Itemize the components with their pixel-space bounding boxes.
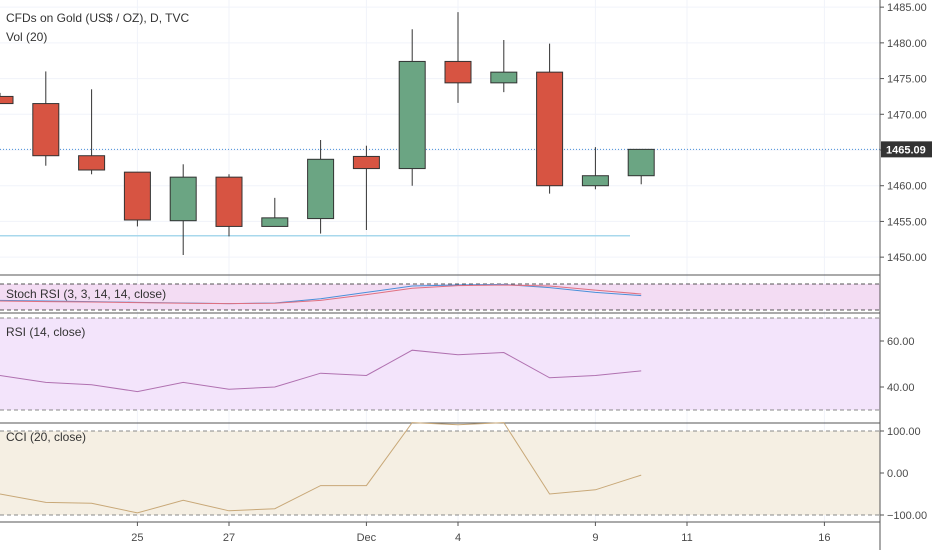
date-tick-label: 27 [223, 532, 235, 544]
candle-body[interactable] [0, 95, 14, 105]
last-price-badge [881, 141, 932, 158]
rsi-tick-label: 40.00 [887, 382, 915, 394]
date-tick-label: 25 [131, 532, 143, 544]
cci-scale[interactable]: 100.00 0.00 −100.00 [880, 426, 927, 522]
date-tick-label: 16 [818, 532, 830, 544]
cci-label: CCI (20, close) [6, 430, 86, 444]
last-price-label: 1465.09 [886, 144, 926, 156]
rsi-scale[interactable]: 60.00 40.00 [880, 336, 915, 394]
candle-body[interactable] [215, 176, 243, 227]
candle-body[interactable] [398, 60, 426, 170]
candle-body[interactable] [352, 155, 380, 170]
candle-body[interactable] [307, 158, 335, 220]
stoch-band [0, 284, 880, 310]
volume-label: Vol (20) [6, 30, 47, 44]
price-tick-label: 1460.00 [887, 181, 927, 193]
candle-body[interactable] [169, 176, 197, 222]
price-tick-label: 1450.00 [887, 252, 927, 264]
cci-line [0, 422, 642, 514]
candle-body[interactable] [78, 155, 106, 171]
date-tick-label: Dec [357, 532, 377, 544]
price-tick-label: 1485.00 [887, 2, 927, 14]
rsi-band [0, 318, 880, 410]
rsi-tick-label: 60.00 [887, 336, 915, 348]
stoch-d-line [0, 284, 642, 305]
cci-tick-label: 0.00 [887, 468, 908, 480]
cci-band [0, 431, 880, 515]
stoch-rsi-label: Stoch RSI (3, 3, 14, 14, close) [6, 287, 166, 301]
cci-tick-label: −100.00 [887, 510, 927, 522]
candle-body[interactable] [490, 71, 518, 84]
price-tick-label: 1480.00 [887, 38, 927, 50]
rsi-panel[interactable] [0, 317, 880, 411]
candle-body[interactable] [444, 60, 472, 84]
price-scale[interactable]: 1485.00 1480.00 1475.00 1470.00 1460.00 1455.… [880, 2, 927, 264]
candle-body[interactable] [123, 171, 151, 221]
price-tick-label: 1470.00 [887, 109, 927, 121]
candle-body[interactable] [581, 175, 609, 187]
price-tick-label: 1455.00 [887, 216, 927, 228]
time-scale[interactable]: 25 27 Dec 4 9 11 16 [131, 522, 831, 544]
date-tick-label: 11 [681, 532, 692, 544]
price-tick-label: 1475.00 [887, 74, 927, 86]
candle-body[interactable] [261, 217, 289, 227]
date-tick-label: 9 [592, 532, 598, 544]
candle-body[interactable] [536, 71, 564, 187]
price-panel[interactable] [0, 12, 880, 255]
candles[interactable] [0, 12, 655, 255]
candle-body[interactable] [32, 103, 60, 157]
chart-title: CFDs on Gold (US$ / OZ), D, TVC [6, 11, 189, 25]
last-price-tag: 1465.09 [881, 141, 932, 158]
rsi-label: RSI (14, close) [6, 325, 85, 339]
stoch-rsi-panel[interactable] [0, 283, 880, 311]
cci-panel[interactable] [0, 422, 880, 516]
cci-tick-label: 100.00 [887, 426, 921, 438]
date-tick-label: 4 [455, 532, 461, 544]
candle-body[interactable] [627, 148, 655, 177]
rsi-line [0, 349, 642, 393]
